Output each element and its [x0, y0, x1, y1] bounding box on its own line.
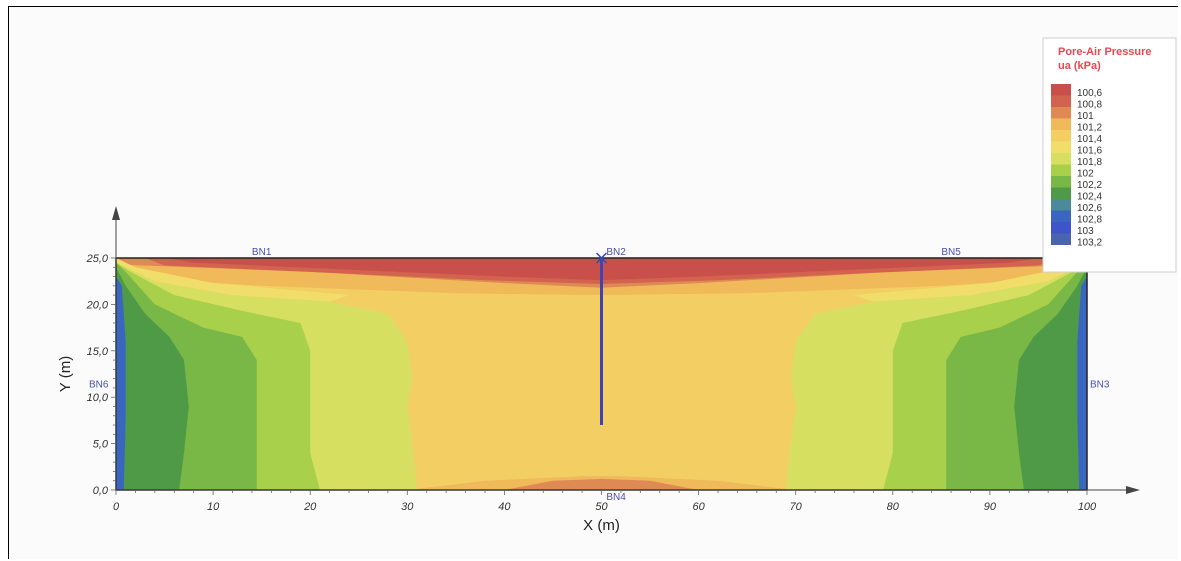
well-marker-b	[595, 252, 608, 264]
legend-swatch	[1051, 153, 1071, 165]
x-tick-label: 60	[692, 501, 705, 513]
boundary-node-label: BN2	[606, 247, 626, 258]
legend-level-label: 101,6	[1077, 146, 1102, 157]
boundary-node-label: BN6	[89, 379, 109, 390]
region-102-8-left	[116, 276, 126, 490]
boundary-node-label: BN1	[252, 247, 272, 258]
legend-swatch	[1051, 187, 1071, 199]
region-101-6-left	[116, 258, 349, 302]
region-bottom-101	[504, 478, 699, 490]
x-tick-label: 50	[595, 501, 608, 513]
legend-level-label: 103,2	[1077, 238, 1102, 249]
legend-swatch	[1051, 210, 1071, 222]
legend-swatch	[1051, 233, 1071, 245]
legend-level-label: 102	[1077, 169, 1094, 180]
legend-level-label: 103	[1077, 226, 1094, 237]
legend-level-label: 101,8	[1077, 157, 1102, 168]
x-tick-label: 40	[498, 501, 511, 513]
region-102-4-right	[1014, 267, 1087, 490]
region-102-4-left	[116, 267, 189, 490]
axes: 0 10 20 30 40 50 60 70 80 90 100 0,0 5,0 10,0 15,0 20,0…	[57, 206, 1140, 534]
legend-swatch	[1051, 130, 1071, 142]
region-102-8-right	[1077, 276, 1087, 490]
y-tick-label: 5,0	[93, 439, 109, 451]
legend-swatch	[1051, 84, 1071, 96]
boundary-node-label: BN5	[941, 247, 961, 258]
legend-swatch	[1051, 222, 1071, 234]
boundary-node-label: BN4	[606, 492, 626, 503]
y-tick-label: 0,0	[93, 485, 109, 497]
legend-level-label: 101,2	[1077, 123, 1102, 134]
x-tick-label: 100	[1078, 501, 1097, 513]
y-tick-label: 25,0	[86, 253, 109, 265]
legend-swatch	[1051, 95, 1071, 107]
legend-level-label: 102,8	[1077, 215, 1102, 226]
legend-swatch	[1051, 141, 1071, 153]
x-tick-label: 80	[887, 501, 900, 513]
boundary-node-label: BN3	[1090, 379, 1110, 390]
x-tick-label: 30	[401, 501, 414, 513]
y-tick-label: 20,0	[86, 299, 109, 311]
legend-swatch	[1051, 199, 1071, 211]
legend-level-label: 100,6	[1077, 88, 1102, 99]
legend-title-line1: Pore-Air Pressure	[1058, 46, 1152, 58]
legend-swatch	[1051, 164, 1071, 176]
legend-title-line2: ua (kPa)	[1058, 60, 1101, 72]
x-axis-arrow	[1126, 486, 1140, 494]
legend-level-label: 101,4	[1077, 134, 1102, 145]
x-tick-label: 70	[790, 501, 803, 513]
legend-level-label: 102,6	[1077, 203, 1102, 214]
y-axis-title: Y (m)	[57, 356, 74, 392]
x-tick-label: 10	[207, 501, 220, 513]
plot-area	[115, 252, 1088, 491]
x-tick-label: 0	[113, 501, 120, 513]
region-101-6-right	[854, 258, 1087, 302]
legend-level-label: 101	[1077, 111, 1094, 122]
y-tick-label: 15,0	[87, 346, 109, 358]
x-tick-label: 90	[984, 501, 997, 513]
legend-level-label: 102,4	[1077, 192, 1102, 203]
legend-swatch	[1051, 107, 1071, 119]
boundary-nodes: BN1 BN2 BN5 BN6 BN3 BN4	[89, 247, 1110, 503]
y-tick-label: 10,0	[87, 392, 109, 404]
y-axis-arrow	[112, 206, 120, 220]
x-tick-label: 20	[303, 501, 317, 513]
legend-level-label: 100,8	[1077, 100, 1102, 111]
legend-level-label: 102,2	[1077, 180, 1102, 191]
x-axis-title: X (m)	[583, 517, 620, 534]
legend-swatch	[1051, 176, 1071, 188]
legend-swatch	[1051, 118, 1071, 130]
